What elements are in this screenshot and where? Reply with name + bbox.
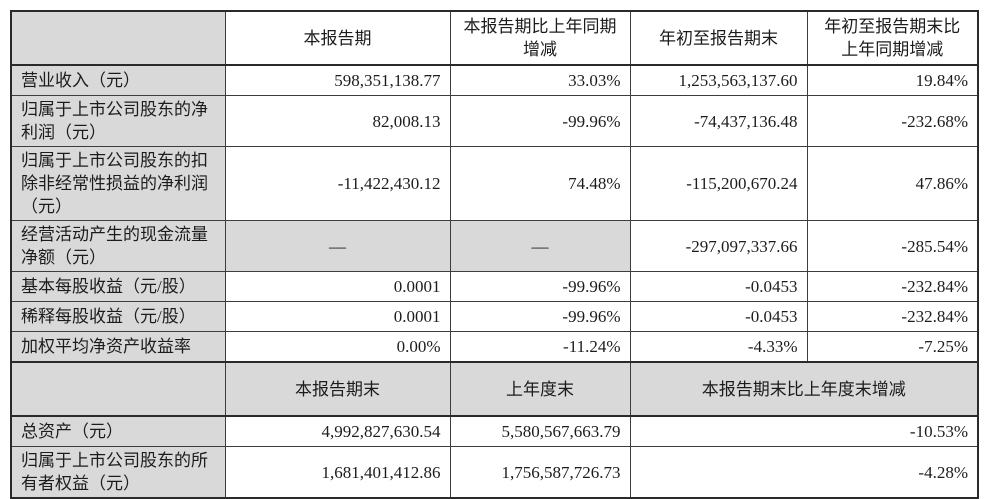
cell-value: 1,756,587,726.73 <box>449 446 631 499</box>
table-row-total-assets: 总资产（元） 4,992,827,630.54 5,580,567,663.79… <box>10 415 979 447</box>
cell-value: 5,580,567,663.79 <box>449 415 631 447</box>
cell-value: 33.03% <box>449 64 631 96</box>
row-label: 基本每股收益（元/股） <box>10 271 226 302</box>
cell-value: -297,097,337.66 <box>629 220 808 272</box>
section2-header-row: 本报告期末 上年度末 本报告期末比上年度末增减 <box>10 361 979 417</box>
table-row-basic-eps: 基本每股收益（元/股） 0.0001 -99.96% -0.0453 -232.… <box>10 271 979 302</box>
cell-value: -4.33% <box>629 331 808 363</box>
column-header-period-change: 本报告期比上年同期增减 <box>449 10 631 66</box>
column-header-ytd: 年初至报告期末 <box>629 10 808 66</box>
blank-corner-cell <box>10 361 226 417</box>
table-row-owners-equity: 归属于上市公司股东的所有者权益（元） 1,681,401,412.86 1,75… <box>10 446 979 499</box>
cell-value-empty-dash: — <box>224 220 451 272</box>
cell-value: -232.68% <box>806 95 979 147</box>
table-row-weighted-avg-roe: 加权平均净资产收益率 0.00% -11.24% -4.33% -7.25% <box>10 331 979 363</box>
cell-value: 0.0001 <box>224 301 451 332</box>
row-label: 归属于上市公司股东的所有者权益（元） <box>10 446 226 499</box>
section1-header-row: 本报告期 本报告期比上年同期增减 年初至报告期末 年初至报告期末比上年同期增减 <box>10 10 979 66</box>
cell-value: -11.24% <box>449 331 631 363</box>
table-row-net-profit: 归属于上市公司股东的净利润（元） 82,008.13 -99.96% -74,4… <box>10 95 979 147</box>
cell-value: -4.28% <box>629 446 979 499</box>
cell-value: -7.25% <box>806 331 979 363</box>
column-header-end-of-last-year: 上年度末 <box>449 361 631 417</box>
cell-value: 598,351,138.77 <box>224 64 451 96</box>
cell-value: -11,422,430.12 <box>224 146 451 221</box>
cell-value: 74.48% <box>449 146 631 221</box>
column-header-period-vs-last-year-change: 本报告期末比上年度末增减 <box>629 361 979 417</box>
row-label: 总资产（元） <box>10 415 226 447</box>
financial-summary: 本报告期 本报告期比上年同期增减 年初至报告期末 年初至报告期末比上年同期增减 … <box>10 10 979 499</box>
column-header-ytd-change: 年初至报告期末比上年同期增减 <box>806 10 979 66</box>
row-label: 经营活动产生的现金流量净额（元） <box>10 220 226 272</box>
table-row-diluted-eps: 稀释每股收益（元/股） 0.0001 -99.96% -0.0453 -232.… <box>10 301 979 332</box>
blank-corner-cell <box>10 10 226 66</box>
row-label: 归属于上市公司股东的净利润（元） <box>10 95 226 147</box>
financial-summary-table: 本报告期 本报告期比上年同期增减 年初至报告期末 年初至报告期末比上年同期增减 … <box>10 10 979 499</box>
cell-value: -74,437,136.48 <box>629 95 808 147</box>
row-label: 稀释每股收益（元/股） <box>10 301 226 332</box>
cell-value: -99.96% <box>449 271 631 302</box>
cell-value: 0.0001 <box>224 271 451 302</box>
cell-value: 47.86% <box>806 146 979 221</box>
table-row-net-profit-excl-nonrecurring: 归属于上市公司股东的扣除非经常性损益的净利润（元） -11,422,430.12… <box>10 146 979 221</box>
table-row-operating-cash-flow: 经营活动产生的现金流量净额（元） — — -297,097,337.66 -28… <box>10 220 979 272</box>
cell-value: -0.0453 <box>629 271 808 302</box>
cell-value-empty-dash: — <box>449 220 631 272</box>
column-header-current-period: 本报告期 <box>224 10 451 66</box>
cell-value: -10.53% <box>629 415 979 447</box>
column-header-end-of-period: 本报告期末 <box>224 361 451 417</box>
report-page: { "colors": { "shaded_cell": "#d9d9d9", … <box>10 10 979 499</box>
cell-value: 19.84% <box>806 64 979 96</box>
cell-value: -232.84% <box>806 301 979 332</box>
cell-value: 1,681,401,412.86 <box>224 446 451 499</box>
cell-value: 0.00% <box>224 331 451 363</box>
cell-value: 4,992,827,630.54 <box>224 415 451 447</box>
cell-value: -99.96% <box>449 301 631 332</box>
cell-value: -115,200,670.24 <box>629 146 808 221</box>
cell-value: -232.84% <box>806 271 979 302</box>
row-label: 归属于上市公司股东的扣除非经常性损益的净利润（元） <box>10 146 226 221</box>
table-row-operating-revenue: 营业收入（元） 598,351,138.77 33.03% 1,253,563,… <box>10 64 979 96</box>
cell-value: -285.54% <box>806 220 979 272</box>
row-label: 营业收入（元） <box>10 64 226 96</box>
cell-value: -0.0453 <box>629 301 808 332</box>
cell-value: 82,008.13 <box>224 95 451 147</box>
cell-value: 1,253,563,137.60 <box>629 64 808 96</box>
cell-value: -99.96% <box>449 95 631 147</box>
row-label: 加权平均净资产收益率 <box>10 331 226 363</box>
